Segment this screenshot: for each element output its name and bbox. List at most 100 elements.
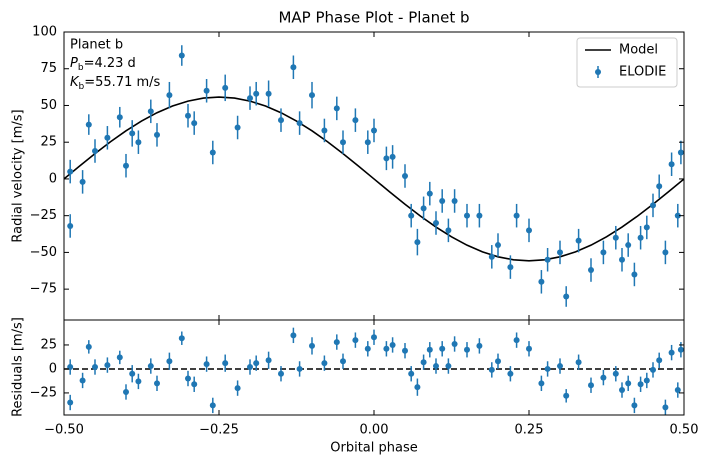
data-point [296, 120, 303, 127]
data-point [147, 108, 154, 115]
data-point [185, 112, 191, 119]
data-point [371, 334, 377, 341]
data-point [464, 346, 470, 353]
data-point [631, 271, 638, 278]
data-point [619, 387, 625, 394]
data-point [625, 380, 632, 387]
data-point [247, 95, 253, 102]
data-point [253, 90, 260, 97]
data-point [538, 380, 545, 387]
data-point [92, 364, 98, 371]
data-point [563, 392, 570, 399]
data-point [296, 365, 303, 372]
data-point [600, 374, 607, 381]
data-point [677, 149, 684, 156]
data-point [677, 346, 684, 353]
data-point [674, 212, 681, 219]
data-point [674, 387, 681, 394]
data-point [265, 90, 272, 97]
data-point [402, 173, 408, 179]
data-point [619, 256, 625, 263]
legend-swatch [595, 69, 601, 75]
data-point [364, 345, 371, 352]
axes-frame [63, 319, 685, 416]
data-layer [64, 45, 684, 307]
data-point [116, 114, 123, 121]
data-point [495, 242, 501, 249]
data-point [290, 332, 297, 339]
annotation-sub: b [78, 63, 84, 73]
data-point [154, 380, 160, 387]
data-point [476, 212, 483, 219]
y-axis-label: Residuals [m/s] [11, 317, 26, 417]
data-point [178, 335, 185, 342]
data-point [352, 337, 359, 344]
data-point [178, 52, 185, 59]
y-tick-label: −50 [30, 245, 57, 260]
data-point [668, 349, 675, 356]
data-point [265, 357, 272, 364]
x-tick-label: 0.25 [515, 423, 544, 438]
data-point [538, 278, 545, 285]
y-tick-label: 100 [32, 25, 57, 40]
y-tick-label: 25 [40, 135, 57, 150]
data-point [526, 345, 532, 352]
data-point [333, 339, 340, 346]
data-point [488, 366, 495, 373]
x-tick-label: −0.50 [44, 423, 84, 438]
data-layer [64, 327, 684, 415]
data-point [643, 224, 650, 231]
data-point [234, 124, 241, 131]
data-point [278, 370, 284, 377]
annotation: Pb=4.23 d [70, 56, 136, 73]
data-point [135, 378, 142, 385]
data-point [67, 222, 74, 229]
data-point [321, 360, 328, 367]
data-point [426, 346, 433, 353]
data-point [495, 358, 501, 365]
annotation-symbol: K [70, 75, 80, 90]
data-point [290, 64, 297, 71]
data-point [104, 362, 111, 369]
legend-label: ELODIE [619, 65, 666, 80]
annotation: Kb=55.71 m/s [70, 75, 161, 92]
data-point [123, 388, 129, 395]
data-point [588, 382, 594, 389]
data-point [383, 345, 390, 352]
data-point [426, 190, 433, 197]
data-point [575, 359, 582, 366]
data-point [507, 370, 514, 377]
data-point [364, 139, 371, 146]
data-point [203, 361, 210, 368]
data-point [147, 363, 154, 370]
data-point [668, 161, 675, 168]
data-point [439, 197, 446, 204]
data-point [433, 363, 439, 370]
data-point [209, 149, 216, 156]
data-point [600, 249, 607, 256]
data-point [445, 227, 452, 234]
data-point [451, 197, 458, 204]
data-point [191, 381, 198, 388]
data-point [439, 345, 446, 352]
data-point [656, 357, 663, 364]
data-point [104, 134, 111, 141]
data-point [544, 365, 551, 372]
data-point [637, 234, 644, 241]
data-point [526, 227, 532, 234]
data-point [85, 343, 92, 350]
data-point [79, 377, 86, 384]
data-point [129, 370, 136, 377]
data-point [389, 153, 396, 160]
data-point [309, 92, 315, 99]
annotation-text: =55.71 m/s [84, 75, 160, 90]
y-tick-label: −75 [30, 282, 57, 297]
data-point [451, 340, 458, 347]
data-point [135, 139, 142, 146]
x-tick-label: 0.00 [360, 423, 389, 438]
data-point [637, 381, 644, 388]
data-point [185, 375, 191, 382]
chart-title: MAP Phase Plot - Planet b [278, 9, 469, 27]
data-point [340, 358, 346, 365]
